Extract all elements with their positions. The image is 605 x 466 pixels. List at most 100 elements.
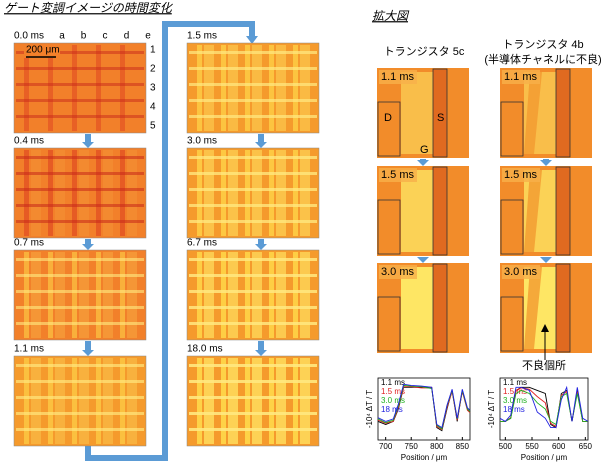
frame-time: 0.4 ms	[14, 136, 44, 147]
channel	[204, 358, 214, 444]
column-label: e	[145, 31, 151, 42]
x-tick-label: 600	[552, 442, 566, 451]
row-label: 5	[150, 121, 156, 132]
zoom-channel	[401, 170, 433, 252]
source-outline	[555, 68, 571, 158]
time-bg	[502, 168, 540, 182]
channel	[300, 358, 310, 444]
gate-line	[189, 380, 317, 383]
gate-line	[16, 156, 144, 159]
series-line	[377, 383, 471, 429]
electrode	[24, 358, 29, 444]
source-outline	[432, 166, 448, 256]
drain-label: D	[384, 112, 392, 124]
arrow-head	[82, 244, 94, 250]
zoom-time: 3.0 ms	[381, 266, 415, 278]
gate-line	[189, 156, 317, 159]
x-axis-label: Position / μm	[521, 453, 568, 462]
channel	[228, 252, 238, 338]
frame-time: 0.7 ms	[14, 238, 44, 249]
legend-entry: 1.1 ms	[503, 378, 527, 387]
channel	[276, 150, 286, 236]
channel	[276, 45, 286, 131]
electrode	[24, 150, 29, 236]
zoom-time: 1.1 ms	[504, 71, 538, 83]
arrow-head	[540, 160, 552, 166]
electrode	[48, 150, 53, 236]
arrow	[258, 134, 264, 143]
gate-line	[16, 258, 144, 261]
electrode	[24, 45, 29, 131]
electrode	[269, 150, 274, 236]
legend-entry: 1.5 ms	[381, 387, 405, 396]
source-outline	[432, 68, 448, 158]
electrode	[197, 45, 202, 131]
defect-region	[524, 170, 542, 252]
channel	[300, 45, 310, 131]
channel	[31, 252, 41, 338]
gate-line	[16, 83, 144, 86]
gate-line	[16, 322, 144, 325]
legend-entry: 18 ms	[503, 405, 525, 414]
time-bg	[379, 265, 417, 279]
column-label: b	[81, 31, 87, 42]
frame-time: 6.7 ms	[187, 238, 217, 249]
gate-line	[189, 83, 317, 86]
gate-line	[16, 188, 144, 191]
gate-line	[189, 172, 317, 175]
electrode	[221, 150, 226, 236]
channel	[31, 358, 41, 444]
gate-line	[189, 306, 317, 309]
channel	[252, 45, 262, 131]
gate-line	[189, 396, 317, 399]
electrode	[293, 45, 298, 131]
zoom-time: 1.5 ms	[381, 169, 415, 181]
column-label: c	[103, 31, 108, 42]
source-outline	[555, 166, 571, 256]
drain-outline	[500, 296, 524, 352]
electrode	[96, 252, 101, 338]
sequence-path	[85, 21, 255, 461]
channel	[103, 358, 113, 444]
channel	[228, 45, 238, 131]
frame-time: 1.5 ms	[187, 31, 217, 42]
channel	[276, 358, 286, 444]
electrode	[120, 252, 125, 338]
electrode	[245, 45, 250, 131]
gate-line	[189, 364, 317, 367]
channel	[55, 252, 65, 338]
x-tick-label: 500	[499, 442, 513, 451]
electrode	[197, 358, 202, 444]
electrode	[96, 358, 101, 444]
electrode	[96, 150, 101, 236]
x-tick-label: 800	[430, 442, 444, 451]
time-bg	[502, 70, 540, 84]
gate-line	[16, 290, 144, 293]
time-bg	[502, 265, 540, 279]
legend-entry: 3.0 ms	[381, 396, 405, 405]
gate-line	[16, 428, 144, 431]
channel	[228, 150, 238, 236]
channel	[103, 252, 113, 338]
gate-line	[189, 274, 317, 277]
electrode	[245, 358, 250, 444]
plot-frame	[377, 377, 471, 441]
zoom-time: 3.0 ms	[504, 266, 538, 278]
legend-entry: 1.1 ms	[381, 378, 405, 387]
channel	[276, 252, 286, 338]
electrode	[197, 150, 202, 236]
row-label: 3	[150, 83, 156, 94]
zoom-channel	[401, 72, 433, 154]
zoom-channel	[401, 267, 433, 349]
arrow	[85, 239, 91, 245]
gate-line	[16, 67, 144, 70]
channel	[79, 358, 89, 444]
frame-time: 1.1 ms	[14, 344, 44, 355]
electrode	[269, 45, 274, 131]
y-axis-label: -10⁴ ΔT / T	[365, 390, 374, 428]
electrode	[48, 45, 53, 131]
channel	[127, 252, 137, 338]
column-label: a	[59, 31, 65, 42]
gate-line	[189, 322, 317, 325]
zoom-header: トランジスタ 5c	[384, 45, 465, 58]
